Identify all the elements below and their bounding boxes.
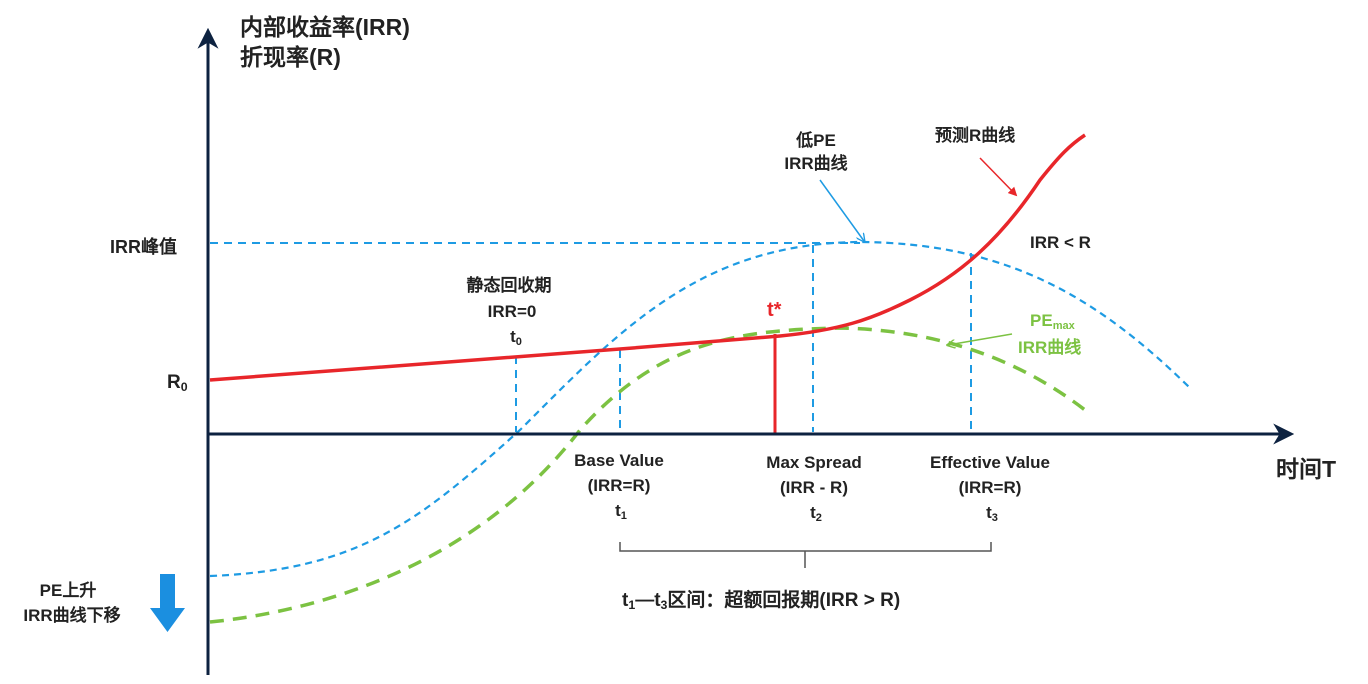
r0-sub: 0 xyxy=(180,380,188,395)
t2-main: t xyxy=(810,503,816,522)
pe-max-sub: max xyxy=(1052,319,1075,332)
interval-t1: t xyxy=(622,590,629,611)
interval-s3: 3 xyxy=(660,598,668,613)
t3-sub: 3 xyxy=(991,511,998,524)
t1-label-line1: Base Value xyxy=(574,451,664,470)
interval-rest: 区间：超额回报期(IRR > R) xyxy=(667,590,901,611)
down-arrow-icon xyxy=(150,574,185,632)
t2-label-line2: (IRR - R) xyxy=(780,478,848,497)
forecast-r-label: 预测R曲线 xyxy=(935,126,1016,145)
t1-main: t xyxy=(615,501,621,520)
pe-max-label-line1: PEmax xyxy=(1030,311,1075,331)
irr-shift-down-label: IRR曲线下移 xyxy=(23,606,121,625)
t2-sub: 2 xyxy=(815,511,822,524)
interval-bracket xyxy=(619,542,992,568)
low-pe-pointer xyxy=(819,179,864,241)
t2-symbol: t2 xyxy=(810,503,822,523)
x-axis-label: 时间T xyxy=(1276,456,1337,482)
r0-label: R0 xyxy=(167,372,188,395)
t3-label-line2: (IRR=R) xyxy=(958,478,1022,497)
y-axis-title-line2: 折现率(R) xyxy=(240,44,341,70)
t1-sub: 1 xyxy=(620,509,627,522)
t2-label-line1: Max Spread xyxy=(766,453,862,472)
interval-dash: —t xyxy=(635,590,661,611)
t3-symbol: t3 xyxy=(986,503,998,523)
forecast-r-curve xyxy=(209,133,1086,382)
t0-sub: 0 xyxy=(515,335,522,348)
y-axis-title-line1: 内部收益率(IRR) xyxy=(240,14,410,40)
pe-up-label: PE上升 xyxy=(39,581,97,600)
interval-s1: 1 xyxy=(628,598,636,613)
irr-lt-r-label: IRR < R xyxy=(1030,233,1091,252)
t-star-label: t* xyxy=(767,299,782,321)
low-pe-irr-curve xyxy=(209,240,1191,578)
r0-main: R xyxy=(167,372,181,393)
t0-label-line2: IRR=0 xyxy=(487,302,537,321)
pe-max-irr-curve xyxy=(209,326,1087,624)
t3-main: t xyxy=(986,503,992,522)
forecast-r-pointer xyxy=(979,157,1018,197)
low-pe-label-line2: IRR曲线 xyxy=(784,154,848,173)
t0-main: t xyxy=(510,327,516,346)
t1-label-line2: (IRR=R) xyxy=(587,476,651,495)
t0-label-line1: 静态回收期 xyxy=(466,276,552,295)
low-pe-label-line1: 低PE xyxy=(796,131,836,150)
t3-label-line1: Effective Value xyxy=(929,453,1051,472)
t1-symbol: t1 xyxy=(615,501,627,521)
irr-peak-label: IRR峰值 xyxy=(110,237,177,257)
pe-max-pointer xyxy=(948,333,1013,345)
t0-symbol: t0 xyxy=(510,327,522,347)
pe-max-main: PE xyxy=(1030,311,1053,330)
interval-caption: t1—t3区间：超额回报期(IRR > R) xyxy=(622,590,900,613)
pe-max-label-line2: IRR曲线 xyxy=(1018,338,1082,357)
